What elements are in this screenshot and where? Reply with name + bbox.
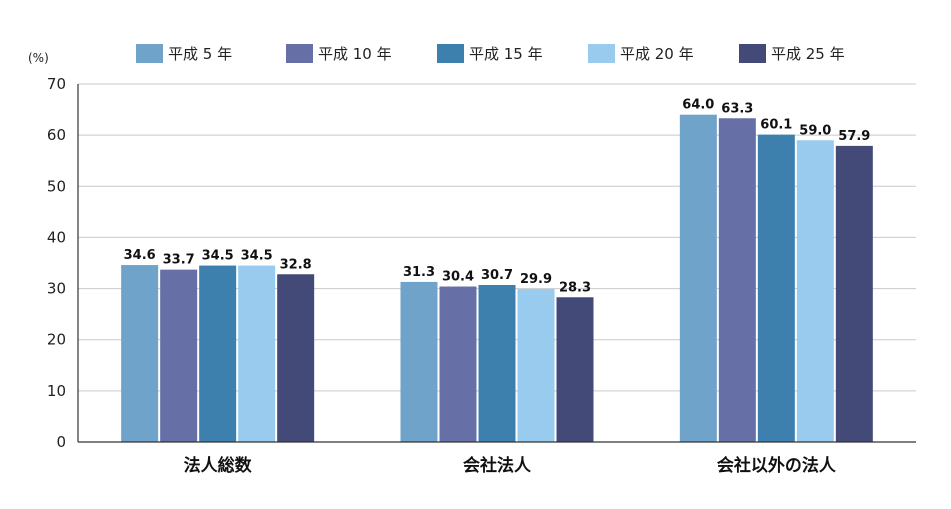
legend-label: 平成 15 年 xyxy=(469,45,543,63)
bar-3-5 xyxy=(835,145,873,442)
bar-3-3 xyxy=(757,134,795,443)
y-tick-label: 50 xyxy=(47,177,66,195)
data-label: 34.5 xyxy=(241,249,273,264)
legend-label: 平成 5 年 xyxy=(168,45,232,63)
axes: 0 10 20 30 40 50 60 70 法人総数 会社法人 会社以外の法人 xyxy=(47,75,916,476)
y-tick-label: 10 xyxy=(47,382,66,400)
y-tick-label: 20 xyxy=(47,331,66,349)
data-label: 59.0 xyxy=(799,123,831,138)
y-tick-label: 0 xyxy=(56,433,66,451)
data-label: 60.1 xyxy=(760,118,792,133)
bar-1-3 xyxy=(199,265,237,442)
data-label: 64.0 xyxy=(682,98,714,113)
bar-1-1 xyxy=(121,265,159,442)
y-tick-label: 40 xyxy=(47,228,66,246)
bar-3-1 xyxy=(679,114,717,442)
data-label: 28.3 xyxy=(559,280,591,295)
legend-swatch xyxy=(588,44,615,63)
data-label: 32.8 xyxy=(280,257,312,272)
bar-2-5 xyxy=(556,297,594,442)
legend-swatch xyxy=(136,44,163,63)
data-label: 29.9 xyxy=(520,272,552,287)
legend-swatch xyxy=(286,44,313,63)
bars xyxy=(121,114,873,443)
x-category-label: 法人総数 xyxy=(184,455,253,476)
data-label: 34.5 xyxy=(202,249,234,264)
y-tick-label: 30 xyxy=(47,280,66,298)
data-label: 57.9 xyxy=(838,129,870,144)
bar-2-2 xyxy=(439,286,477,442)
bar-3-4 xyxy=(796,140,834,442)
data-label: 31.3 xyxy=(403,265,435,280)
data-label: 30.7 xyxy=(481,268,513,283)
bar-2-1 xyxy=(400,281,438,442)
legend-label: 平成 10 年 xyxy=(318,45,392,63)
bar-1-4 xyxy=(238,265,276,442)
legend-swatch xyxy=(437,44,464,63)
bar-1-2 xyxy=(160,269,198,442)
x-category-label: 会社法人 xyxy=(463,455,532,476)
bar-1-5 xyxy=(277,274,315,442)
data-label: 30.4 xyxy=(442,270,474,285)
bar-3-2 xyxy=(718,118,756,442)
data-label: 33.7 xyxy=(163,253,195,268)
legend-label: 平成 25 年 xyxy=(771,45,845,63)
y-axis-unit: (%) xyxy=(28,51,49,65)
data-labels: 34.6 33.7 34.5 34.5 32.8 31.3 30.4 30.7 29.9 28.3… xyxy=(124,98,871,296)
data-label: 34.6 xyxy=(124,248,156,263)
legend-label: 平成 20 年 xyxy=(620,45,694,63)
bar-2-4 xyxy=(517,289,555,442)
x-category-label: 会社以外の法人 xyxy=(717,455,837,476)
data-label: 63.3 xyxy=(721,101,753,116)
y-tick-label: 70 xyxy=(47,75,66,93)
bar-2-3 xyxy=(478,284,516,442)
legend-swatch xyxy=(739,44,766,63)
legend: 平成 5 年 平成 10 年 平成 15 年 平成 20 年 平成 25 年 xyxy=(136,44,845,63)
y-tick-label: 60 xyxy=(47,126,66,144)
